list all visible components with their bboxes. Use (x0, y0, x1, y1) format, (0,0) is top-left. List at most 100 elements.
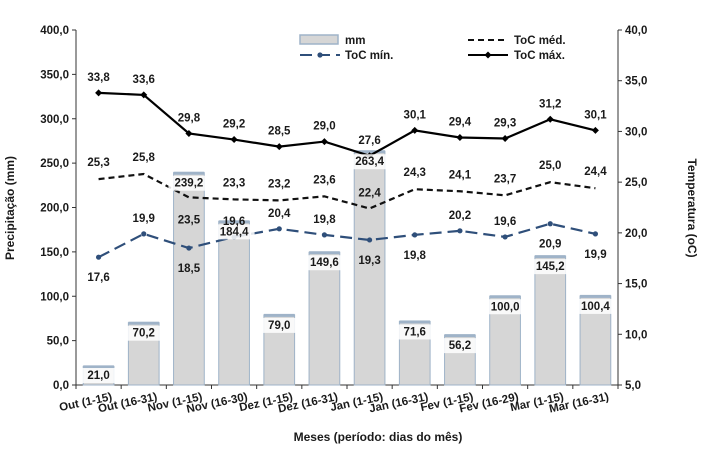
point (95, 89, 103, 97)
point (95, 254, 102, 260)
bar (308, 251, 341, 386)
point (140, 91, 148, 99)
bar (218, 220, 250, 386)
point (276, 226, 282, 232)
bar-label: 263,4 (355, 156, 384, 168)
line-label: 24,1 (449, 169, 472, 181)
line-label: 24,4 (584, 166, 607, 178)
y-tick-label: 400,0 (40, 25, 69, 37)
y-tick-label: 50,0 (47, 336, 69, 348)
y2-tick-label: 40,0 (625, 25, 647, 37)
y-tick-label: 350,0 (40, 69, 69, 81)
point (275, 143, 283, 151)
y2-tick-label: 35,0 (625, 76, 647, 88)
line-label: 29,8 (178, 112, 201, 124)
bar-top-edge (580, 294, 611, 298)
y-tick-label: 100,0 (40, 291, 69, 303)
line-label: 25,0 (539, 160, 561, 172)
line-label: 23,6 (313, 174, 335, 186)
line-label: 31,2 (539, 98, 561, 110)
bar-label: 239,2 (175, 178, 204, 190)
point (411, 126, 419, 134)
point (592, 231, 599, 237)
legend-label: ToC méd. (514, 35, 566, 47)
line-label: 20,2 (449, 210, 471, 222)
line-label: 19,9 (584, 249, 606, 261)
bar (534, 255, 567, 386)
bar-label: 21,0 (87, 370, 109, 382)
point (366, 237, 373, 243)
line-label: 33,8 (87, 72, 110, 84)
point (501, 135, 509, 143)
bar-label-bg (262, 317, 297, 333)
legend-marker (317, 52, 323, 58)
bar-top-edge (263, 313, 295, 317)
point (547, 221, 553, 227)
bar-top-edge (83, 365, 114, 369)
bar-top-edge (534, 255, 566, 259)
bar-top-edge (444, 334, 476, 338)
y2-tick-label: 20,0 (625, 228, 647, 240)
bar-label: 184,4 (220, 226, 249, 238)
line-label: 33,6 (133, 74, 155, 86)
point (412, 232, 418, 238)
line-label: 23,5 (178, 214, 201, 226)
bar-label: 71,6 (404, 326, 426, 338)
bar (173, 172, 205, 386)
bar-label: 100,0 (491, 301, 520, 313)
bar-label: 145,2 (536, 261, 565, 273)
point (230, 136, 238, 144)
line-label: 23,7 (494, 173, 516, 185)
y-tick-label: 150,0 (40, 247, 69, 259)
bar-top-edge (309, 251, 340, 255)
line-label: 19,8 (404, 250, 427, 262)
point (457, 228, 463, 234)
bar (353, 150, 386, 386)
bar-top-edge (173, 171, 205, 175)
line-label: 20,4 (268, 208, 291, 220)
line-label: 19,6 (223, 216, 245, 228)
line-label: 19,3 (358, 255, 380, 267)
bar-label: 149,6 (310, 257, 339, 269)
bar-label-bg (349, 154, 391, 170)
bar-label-bg (168, 175, 210, 191)
line-label: 20,9 (539, 239, 561, 251)
bar-label-bg (484, 299, 526, 315)
series-line (98, 91, 596, 157)
bar-label-bg (213, 224, 255, 240)
y2-tick-label: 25,0 (625, 177, 647, 189)
bar-label: 56,2 (449, 340, 471, 352)
line-label: 18,5 (178, 263, 201, 275)
y2-tick-label: 30,0 (625, 126, 647, 138)
line-label: 17,6 (87, 272, 109, 284)
line-label: 29,0 (313, 121, 335, 133)
bar-label-bg (81, 368, 116, 383)
bar-label-bg (529, 259, 571, 275)
line-label: 30,1 (404, 109, 427, 121)
bar-label-bg (126, 325, 161, 341)
line-label: 29,3 (494, 118, 516, 130)
bar-label-bg (303, 255, 345, 271)
point (591, 126, 599, 134)
point (546, 115, 554, 123)
bar-top-edge (128, 321, 160, 325)
legend-label: mm (345, 35, 365, 47)
y-axis-title: Precipitação (mm) (3, 156, 17, 260)
y2-tick-label: 5,0 (625, 380, 641, 392)
line-label: 19,6 (494, 216, 516, 228)
bar-label-bg (442, 338, 477, 354)
y2-tick-label: 15,0 (625, 279, 647, 291)
bar-label-bg (397, 324, 432, 340)
point (186, 245, 192, 251)
bar-top-edge (399, 320, 431, 324)
point (320, 138, 328, 146)
bar-label: 100,4 (581, 301, 610, 313)
y2-axis-title: Temperatura (oC) (685, 158, 699, 257)
y-tick-label: 250,0 (40, 158, 69, 170)
bar-label: 70,2 (133, 328, 155, 340)
point (502, 234, 508, 240)
line-label: 23,3 (223, 177, 245, 189)
bar-top-edge (489, 295, 521, 299)
line-label: 28,5 (268, 126, 291, 138)
